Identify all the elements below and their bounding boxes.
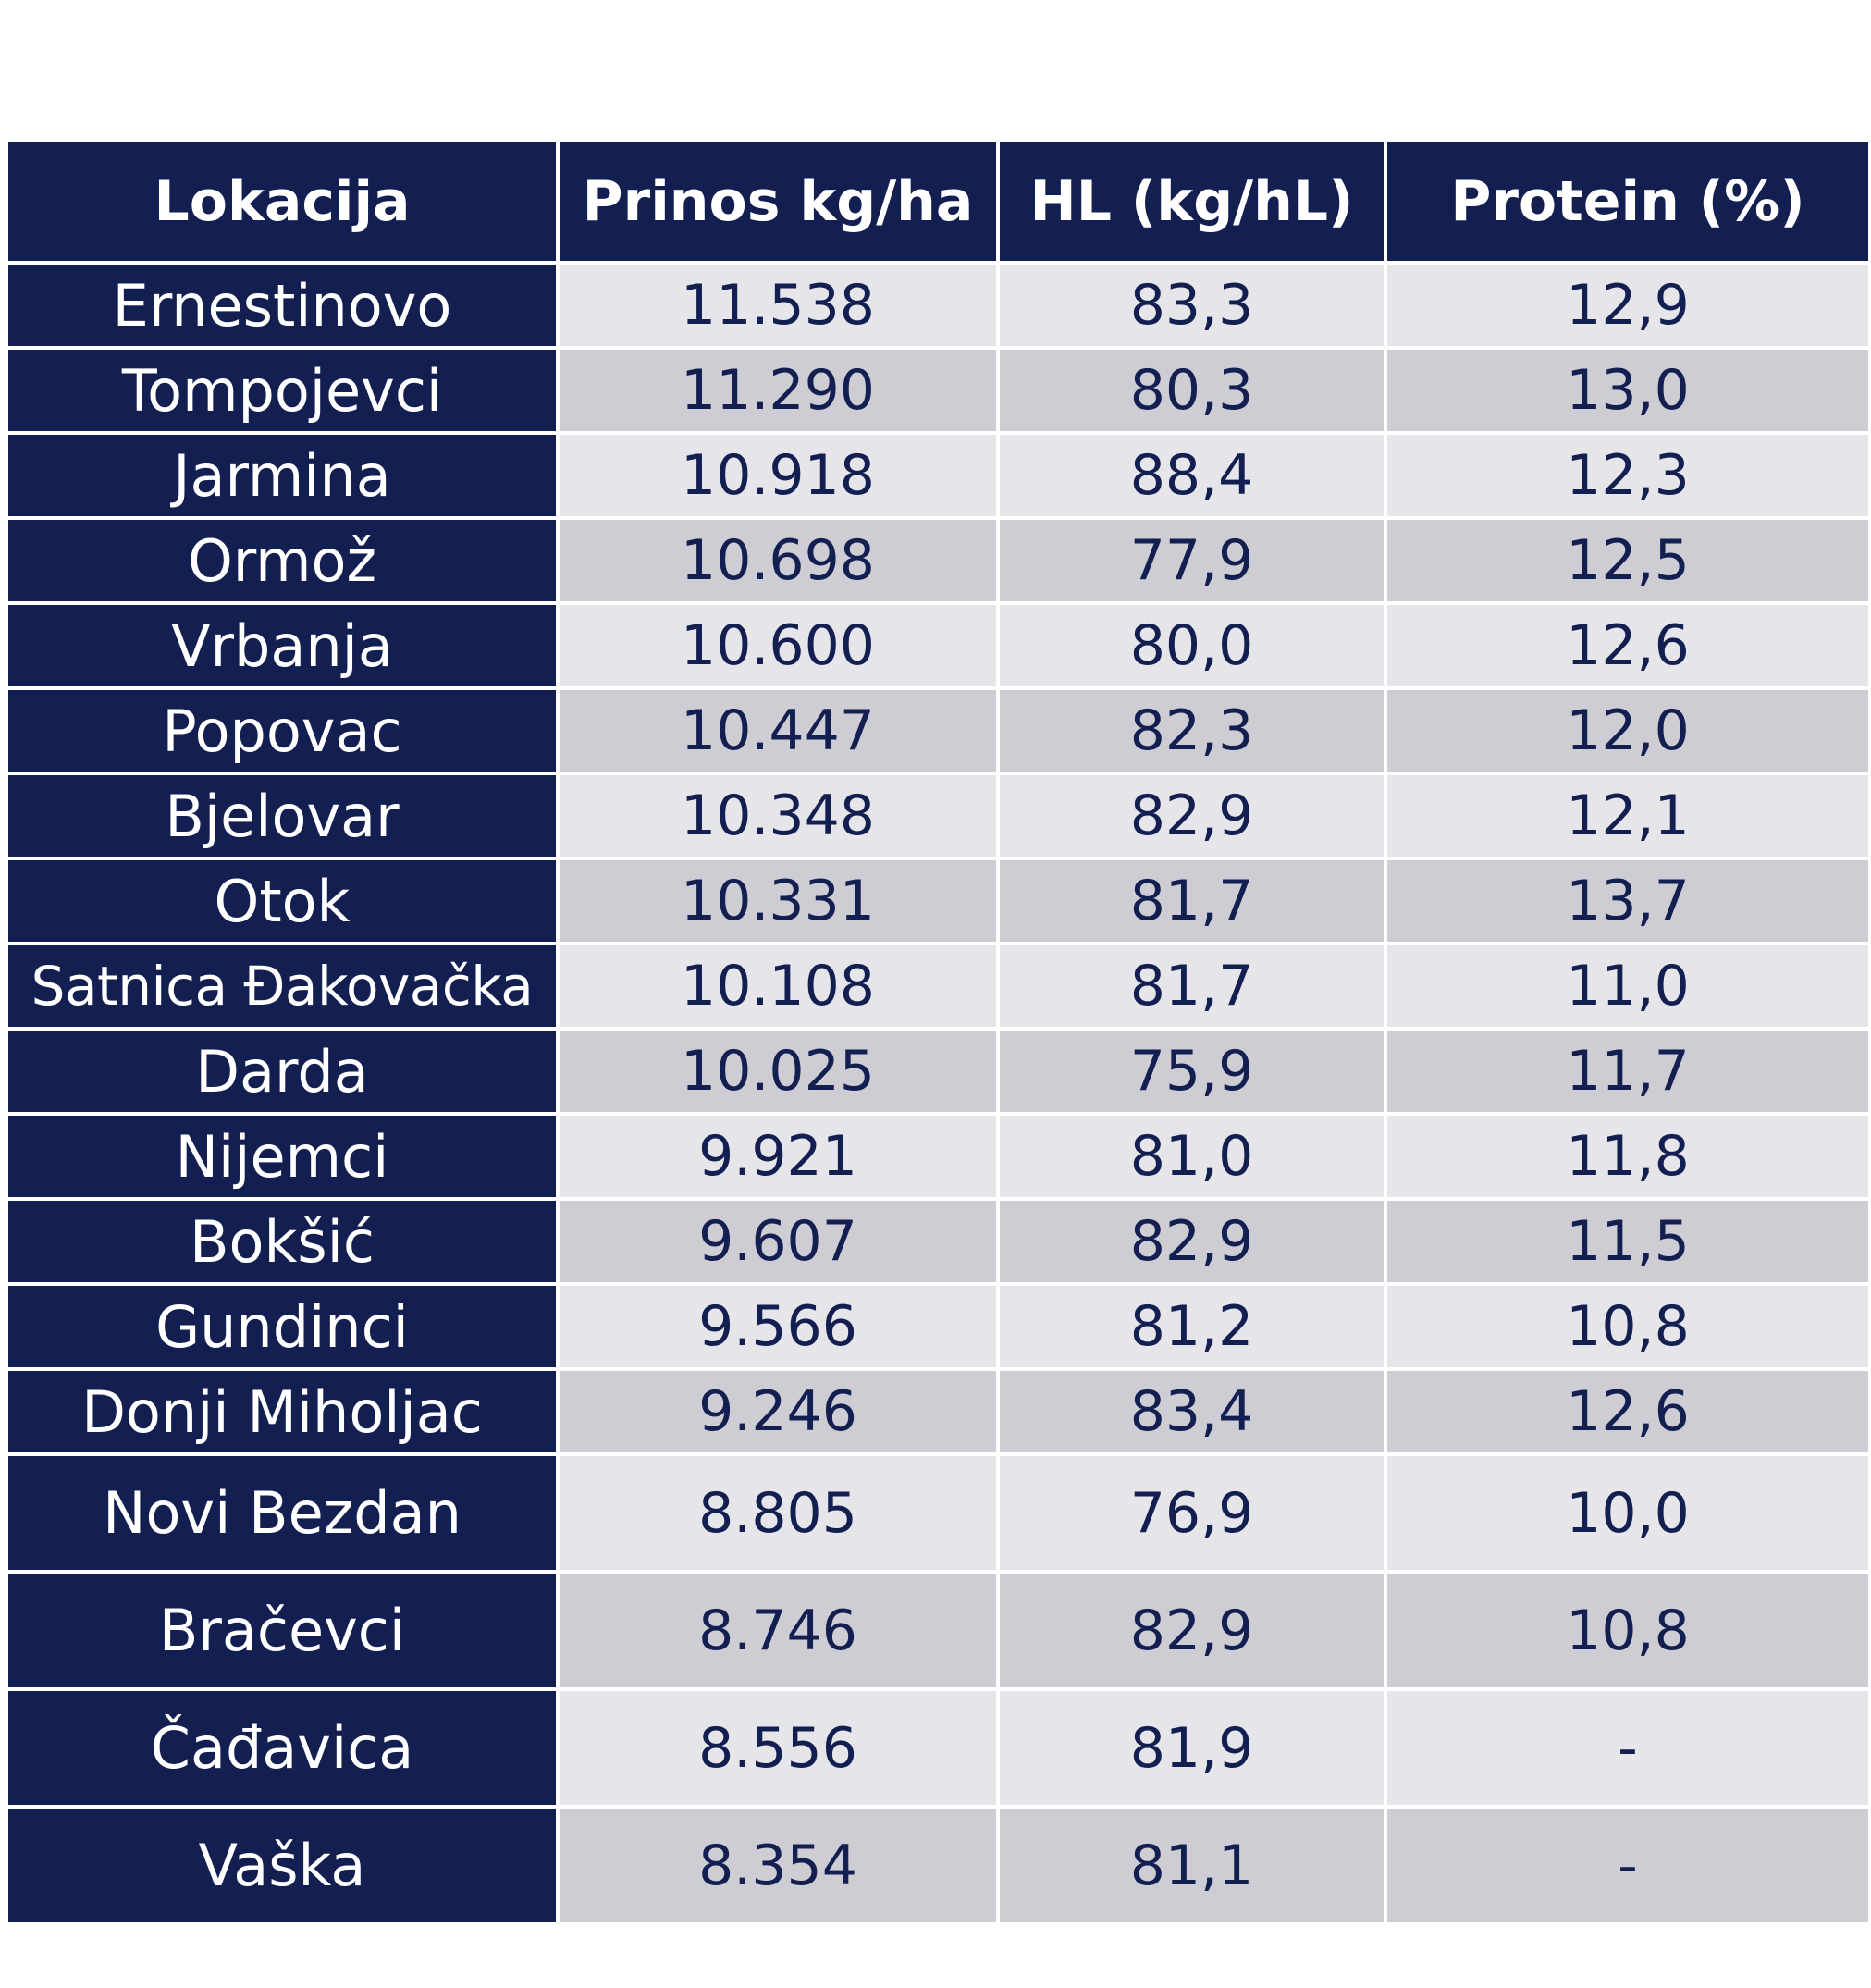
cell-protein: 13,7 bbox=[1384, 857, 1871, 945]
table-row: Darda 10.025 75,9 11,7 bbox=[5, 1027, 1871, 1116]
cell-hl: 81,7 bbox=[996, 857, 1387, 945]
header-hl: HL (kg/hL) bbox=[996, 139, 1387, 265]
cell-lokacija: Novi Bezdan bbox=[5, 1452, 560, 1574]
cell-prinos: 9.246 bbox=[556, 1367, 1000, 1456]
cell-prinos: 10.331 bbox=[556, 857, 1000, 945]
cell-lokacija: Donji Miholjac bbox=[5, 1367, 560, 1456]
cell-lokacija: Bokšić bbox=[5, 1197, 560, 1286]
cell-protein: 10,8 bbox=[1384, 1282, 1871, 1371]
cell-hl: 83,3 bbox=[996, 261, 1387, 350]
cell-prinos: 10.025 bbox=[556, 1027, 1000, 1116]
cell-hl: 82,9 bbox=[996, 1570, 1387, 1691]
cell-hl: 83,4 bbox=[996, 1367, 1387, 1456]
cell-lokacija: Ernestinovo bbox=[5, 261, 560, 350]
cell-prinos: 9.566 bbox=[556, 1282, 1000, 1371]
table-row: Bjelovar 10.348 82,9 12,1 bbox=[5, 772, 1871, 860]
cell-prinos: 10.447 bbox=[556, 686, 1000, 775]
cell-prinos: 10.698 bbox=[556, 516, 1000, 605]
cell-protein: 12,9 bbox=[1384, 261, 1871, 350]
table-row: Bokšić 9.607 82,9 11,5 bbox=[5, 1197, 1871, 1286]
cell-lokacija: Bračevci bbox=[5, 1570, 560, 1691]
table-row: Gundinci 9.566 81,2 10,8 bbox=[5, 1282, 1871, 1371]
table-row: Tompojevci 11.290 80,3 13,0 bbox=[5, 346, 1871, 435]
cell-prinos: 11.290 bbox=[556, 346, 1000, 435]
table-row: Jarmina 10.918 88,4 12,3 bbox=[5, 431, 1871, 520]
results-table-container: Lokacija Prinos kg/ha HL (kg/hL) Protein… bbox=[5, 139, 1871, 1926]
cell-protein: 11,7 bbox=[1384, 1027, 1871, 1116]
cell-hl: 82,9 bbox=[996, 1197, 1387, 1286]
cell-hl: 81,0 bbox=[996, 1112, 1387, 1201]
cell-lokacija: Bjelovar bbox=[5, 772, 560, 860]
cell-hl: 80,0 bbox=[996, 601, 1387, 690]
header-row: Lokacija Prinos kg/ha HL (kg/hL) Protein… bbox=[5, 139, 1871, 265]
header-prinos: Prinos kg/ha bbox=[556, 139, 1000, 265]
table-row: Donji Miholjac 9.246 83,4 12,6 bbox=[5, 1367, 1871, 1456]
table-row: Ormož 10.698 77,9 12,5 bbox=[5, 516, 1871, 605]
cell-lokacija: Satnica Đakovačka bbox=[5, 942, 560, 1031]
cell-prinos: 10.600 bbox=[556, 601, 1000, 690]
cell-lokacija: Jarmina bbox=[5, 431, 560, 520]
cell-hl: 81,2 bbox=[996, 1282, 1387, 1371]
cell-hl: 81,7 bbox=[996, 942, 1387, 1031]
cell-protein: 10,8 bbox=[1384, 1570, 1871, 1691]
cell-prinos: 10.918 bbox=[556, 431, 1000, 520]
cell-hl: 80,3 bbox=[996, 346, 1387, 435]
cell-prinos: 8.556 bbox=[556, 1687, 1000, 1809]
results-table: Lokacija Prinos kg/ha HL (kg/hL) Protein… bbox=[5, 139, 1871, 1926]
cell-prinos: 10.108 bbox=[556, 942, 1000, 1031]
cell-hl: 76,9 bbox=[996, 1452, 1387, 1574]
cell-lokacija: Nijemci bbox=[5, 1112, 560, 1201]
cell-protein: 11,5 bbox=[1384, 1197, 1871, 1286]
cell-protein: 11,0 bbox=[1384, 942, 1871, 1031]
cell-protein: 12,5 bbox=[1384, 516, 1871, 605]
cell-prinos: 8.746 bbox=[556, 1570, 1000, 1691]
cell-prinos: 9.921 bbox=[556, 1112, 1000, 1201]
cell-hl: 81,9 bbox=[996, 1687, 1387, 1809]
cell-protein: 12,0 bbox=[1384, 686, 1871, 775]
cell-prinos: 8.805 bbox=[556, 1452, 1000, 1574]
header-lokacija: Lokacija bbox=[5, 139, 560, 265]
header-protein: Protein (%) bbox=[1384, 139, 1871, 265]
cell-lokacija: Čađavica bbox=[5, 1687, 560, 1809]
cell-hl: 82,3 bbox=[996, 686, 1387, 775]
cell-lokacija: Popovac bbox=[5, 686, 560, 775]
table-row: Nijemci 9.921 81,0 11,8 bbox=[5, 1112, 1871, 1201]
cell-hl: 88,4 bbox=[996, 431, 1387, 520]
table-row: Vaška 8.354 81,1 - bbox=[5, 1805, 1871, 1926]
cell-protein: - bbox=[1384, 1687, 1871, 1809]
cell-lokacija: Vaška bbox=[5, 1805, 560, 1926]
cell-lokacija: Gundinci bbox=[5, 1282, 560, 1371]
cell-protein: 10,0 bbox=[1384, 1452, 1871, 1574]
cell-lokacija: Ormož bbox=[5, 516, 560, 605]
cell-protein: 12,6 bbox=[1384, 1367, 1871, 1456]
cell-hl: 75,9 bbox=[996, 1027, 1387, 1116]
cell-protein: - bbox=[1384, 1805, 1871, 1926]
cell-prinos: 10.348 bbox=[556, 772, 1000, 860]
cell-prinos: 8.354 bbox=[556, 1805, 1000, 1926]
cell-prinos: 9.607 bbox=[556, 1197, 1000, 1286]
cell-protein: 11,8 bbox=[1384, 1112, 1871, 1201]
cell-protein: 13,0 bbox=[1384, 346, 1871, 435]
cell-hl: 77,9 bbox=[996, 516, 1387, 605]
table-row: Otok 10.331 81,7 13,7 bbox=[5, 857, 1871, 945]
table-row: Satnica Đakovačka 10.108 81,7 11,0 bbox=[5, 942, 1871, 1031]
table-row: Bračevci 8.746 82,9 10,8 bbox=[5, 1570, 1871, 1691]
table-row: Ernestinovo 11.538 83,3 12,9 bbox=[5, 261, 1871, 350]
cell-lokacija: Otok bbox=[5, 857, 560, 945]
cell-protein: 12,3 bbox=[1384, 431, 1871, 520]
table-row: Popovac 10.447 82,3 12,0 bbox=[5, 686, 1871, 775]
cell-prinos: 11.538 bbox=[556, 261, 1000, 350]
cell-lokacija: Tompojevci bbox=[5, 346, 560, 435]
table-row: Čađavica 8.556 81,9 - bbox=[5, 1687, 1871, 1809]
cell-lokacija: Darda bbox=[5, 1027, 560, 1116]
table-row: Novi Bezdan 8.805 76,9 10,0 bbox=[5, 1452, 1871, 1574]
cell-protein: 12,6 bbox=[1384, 601, 1871, 690]
cell-hl: 82,9 bbox=[996, 772, 1387, 860]
table-row: Vrbanja 10.600 80,0 12,6 bbox=[5, 601, 1871, 690]
cell-lokacija: Vrbanja bbox=[5, 601, 560, 690]
cell-protein: 12,1 bbox=[1384, 772, 1871, 860]
cell-hl: 81,1 bbox=[996, 1805, 1387, 1926]
